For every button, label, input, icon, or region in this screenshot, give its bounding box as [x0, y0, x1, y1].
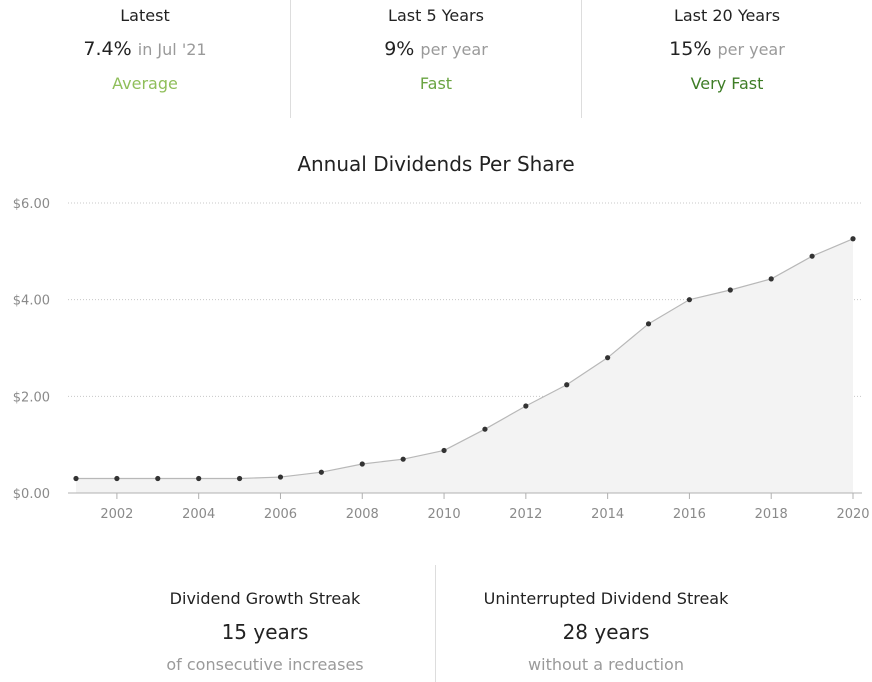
stat-twenty-year-value: 15%	[669, 38, 712, 60]
stat-five-year-value-row: 9% per year	[291, 38, 581, 60]
x-tick-label: 2010	[428, 507, 461, 522]
stat-latest-value: 7.4%	[83, 38, 132, 60]
streak-summary: Dividend Growth Streak 15 years of conse…	[0, 565, 872, 682]
data-point	[318, 469, 324, 475]
data-point	[441, 447, 447, 454]
stat-five-year-sub: per year	[420, 40, 488, 59]
streak-uninterrupted-title: Uninterrupted Dividend Streak	[483, 589, 729, 608]
streak-growth-value: 15 years	[221, 620, 309, 644]
stat-latest-value-row: 7.4% in Jul '21	[0, 38, 290, 60]
streak-growth-title: Dividend Growth Streak	[169, 589, 361, 608]
data-point	[850, 236, 856, 242]
streak-growth: Dividend Growth Streak 15 years of conse…	[95, 565, 436, 682]
streak-uninterrupted-sub: without a reduction	[528, 655, 684, 674]
stat-five-year: Last 5 Years 9% per year Fast	[291, 0, 582, 118]
stat-five-year-rating: Fast	[419, 74, 453, 93]
data-point	[564, 382, 570, 388]
data-point	[359, 461, 365, 467]
data-point	[114, 475, 120, 482]
stat-five-year-label: Last 5 Years	[388, 6, 484, 25]
data-point	[155, 475, 161, 482]
x-tick-label: 2014	[591, 507, 624, 522]
stat-twenty-year-label: Last 20 Years	[673, 6, 781, 25]
data-point	[523, 403, 529, 409]
series-line	[76, 238, 854, 480]
data-point	[605, 355, 611, 361]
data-point	[236, 475, 243, 482]
streak-uninterrupted: Uninterrupted Dividend Streak 28 years w…	[436, 565, 776, 682]
stat-twenty-year-rating: Very Fast	[690, 74, 764, 93]
streak-growth-sub: of consecutive increases	[166, 655, 364, 674]
stat-latest-rating: Average	[112, 74, 178, 93]
y-tick-label: $6.00	[13, 197, 50, 212]
data-point	[809, 253, 815, 259]
data-point	[768, 276, 774, 282]
x-tick-label: 2008	[346, 507, 379, 522]
x-tick-label: 2012	[509, 507, 542, 522]
y-tick-label: $2.00	[13, 390, 50, 405]
streak-uninterrupted-value: 28 years	[562, 620, 650, 644]
stat-twenty-year-sub: per year	[717, 40, 785, 59]
data-point	[686, 297, 693, 303]
stat-twenty-year-value-row: 15% per year	[582, 38, 872, 60]
x-tick-label: 2002	[100, 507, 133, 522]
y-tick-label: $0.00	[13, 487, 50, 502]
x-tick-label: 2016	[673, 507, 706, 522]
stat-latest: Latest 7.4% in Jul '21 Average	[0, 0, 291, 118]
x-tick-label: 2020	[836, 507, 869, 522]
area-fill	[76, 238, 853, 493]
stat-twenty-year: Last 20 Years 15% per year Very Fast	[582, 0, 872, 118]
data-point	[277, 474, 284, 480]
data-point	[73, 475, 79, 482]
stat-five-year-value: 9%	[384, 38, 415, 60]
y-tick-label: $4.00	[13, 294, 50, 309]
data-point	[645, 321, 652, 327]
x-tick-label: 2006	[264, 507, 297, 522]
data-point	[482, 426, 488, 432]
chart-title: Annual Dividends Per Share	[297, 152, 575, 176]
data-point	[196, 475, 202, 482]
x-tick-label: 2004	[182, 507, 215, 522]
stat-latest-sub: in Jul '21	[137, 40, 207, 59]
data-point	[400, 456, 406, 462]
data-point	[727, 287, 733, 293]
growth-summary: Latest 7.4% in Jul '21 Average Last 5 Ye…	[0, 0, 872, 118]
x-tick-label: 2018	[755, 507, 788, 522]
stat-latest-label: Latest	[120, 6, 170, 25]
